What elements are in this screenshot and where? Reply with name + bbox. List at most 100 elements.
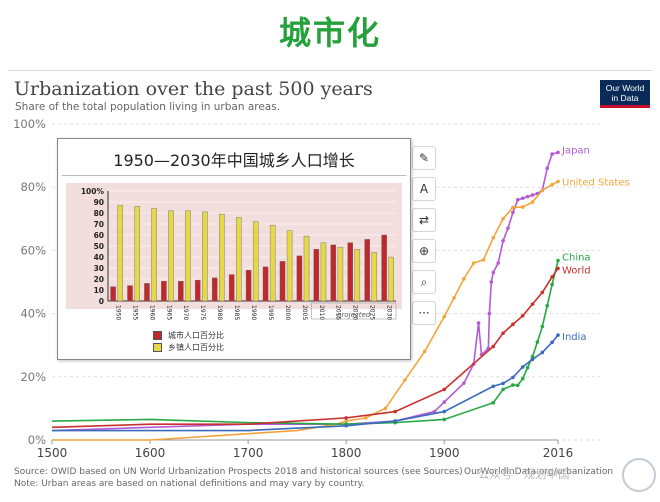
inset-x-tick-label: 1990 xyxy=(250,305,257,320)
rural-bar xyxy=(117,205,123,302)
inset-y-tick-label: 50 xyxy=(94,242,104,251)
data-point xyxy=(545,166,550,171)
rural-bar xyxy=(134,206,140,302)
rural-bar xyxy=(337,246,344,302)
china-inset-chart: 1950—2030年中国城乡人口增长 0 10 20 30 40 50 60 70 80 90 10… xyxy=(57,138,411,360)
rural-bar xyxy=(286,230,293,302)
rural-bar xyxy=(354,249,361,302)
data-point xyxy=(383,406,388,411)
data-point xyxy=(491,400,496,405)
data-point xyxy=(530,357,535,362)
x-tick-label: 1600 xyxy=(135,446,166,460)
rural-bar xyxy=(185,210,191,302)
data-point xyxy=(491,344,496,349)
data-point xyxy=(344,423,348,428)
chart-toolbar: ✎ A ⇄ ⊕ ⌕ ··· xyxy=(412,146,436,332)
legend-rural-swatch xyxy=(153,343,162,352)
urban-bar xyxy=(279,261,286,302)
data-point xyxy=(540,290,545,295)
inset-x-tick-label: 1955 xyxy=(131,305,138,320)
data-point xyxy=(540,350,545,355)
data-point xyxy=(515,383,520,388)
convert-icon[interactable]: ⇄ xyxy=(412,208,436,232)
data-point xyxy=(550,282,554,287)
x-tick-label: 1800 xyxy=(331,446,362,460)
data-point xyxy=(481,258,486,262)
y-tick-label: 80% xyxy=(20,180,46,194)
data-point xyxy=(511,375,515,380)
inset-x-tick-label: 2020 xyxy=(352,305,359,320)
urban-bar xyxy=(195,279,201,302)
legend-rural-label: 乡镇人口百分比 xyxy=(168,343,224,352)
series-line-india xyxy=(52,334,559,432)
data-point xyxy=(530,193,535,197)
data-point xyxy=(422,349,427,354)
inset-y-tick-label: 0 xyxy=(99,297,104,306)
data-point xyxy=(442,314,447,319)
urban-bar xyxy=(144,283,150,302)
inset-x-tick-label: 2025 xyxy=(369,305,376,320)
inset-x-tick-label: 1980 xyxy=(216,305,223,320)
data-point xyxy=(393,409,398,414)
data-point xyxy=(540,188,545,193)
projected-bracket xyxy=(310,302,397,320)
inset-x-tick-label: 2010 xyxy=(318,305,325,320)
data-point xyxy=(403,378,407,382)
y-tick-label: 40% xyxy=(20,307,46,321)
urban-bar xyxy=(161,280,167,302)
data-point xyxy=(520,314,525,318)
data-point xyxy=(556,258,560,263)
data-point xyxy=(540,324,545,329)
data-point xyxy=(344,419,348,423)
data-point xyxy=(556,150,560,155)
rural-bar xyxy=(168,210,174,302)
inset-x-tick-label: 1975 xyxy=(199,305,206,320)
urban-bar xyxy=(381,234,387,302)
data-point xyxy=(452,296,456,300)
x-tick-label: 1900 xyxy=(429,446,460,460)
data-point xyxy=(442,417,447,422)
owid-logo-line1: Our World xyxy=(605,83,645,93)
legend-urban-label: 城市人口百分比 xyxy=(168,331,224,340)
urban-bar xyxy=(313,249,320,302)
translate-icon[interactable]: ⌕ xyxy=(412,270,436,294)
inset-title: 1950—2030年中国城乡人口增长 xyxy=(113,151,355,170)
owid-logo[interactable]: Our World in Data xyxy=(600,80,650,108)
data-point xyxy=(496,261,500,265)
data-point xyxy=(556,266,560,271)
zoom-icon[interactable]: ⊕ xyxy=(412,239,436,263)
urban-bar xyxy=(228,274,235,302)
more-icon[interactable]: ··· xyxy=(412,301,436,325)
edit-icon[interactable]: ✎ xyxy=(412,146,436,170)
rural-bar xyxy=(202,211,208,302)
data-point xyxy=(344,416,348,420)
inset-y-tick-label: 40 xyxy=(94,253,104,262)
inset-x-tick-label: 1995 xyxy=(267,305,274,320)
owid-logo-line2: in Data xyxy=(611,93,639,103)
text-icon[interactable]: A xyxy=(412,177,436,201)
data-point xyxy=(442,387,447,392)
data-point xyxy=(506,226,510,231)
data-point xyxy=(511,322,515,327)
data-point xyxy=(530,354,535,359)
rural-bar xyxy=(236,217,242,302)
inset-divider xyxy=(62,175,406,176)
inset-x-tick-label: 1970 xyxy=(182,305,189,320)
data-point xyxy=(471,261,476,265)
data-point xyxy=(525,365,530,370)
series-label: United States xyxy=(562,178,630,189)
data-point xyxy=(487,311,492,316)
series-label: World xyxy=(562,265,591,276)
urban-bar xyxy=(178,280,184,302)
data-point xyxy=(511,210,515,215)
footer-url[interactable]: OurWorldInData.org/urbanization xyxy=(464,467,614,477)
urban-bar xyxy=(347,242,354,302)
rural-bar xyxy=(371,252,378,302)
data-point xyxy=(501,331,505,335)
urban-bar xyxy=(245,269,252,302)
urban-bar xyxy=(262,266,269,302)
data-point xyxy=(515,198,520,202)
data-point xyxy=(476,321,481,325)
rural-bar xyxy=(303,235,310,302)
